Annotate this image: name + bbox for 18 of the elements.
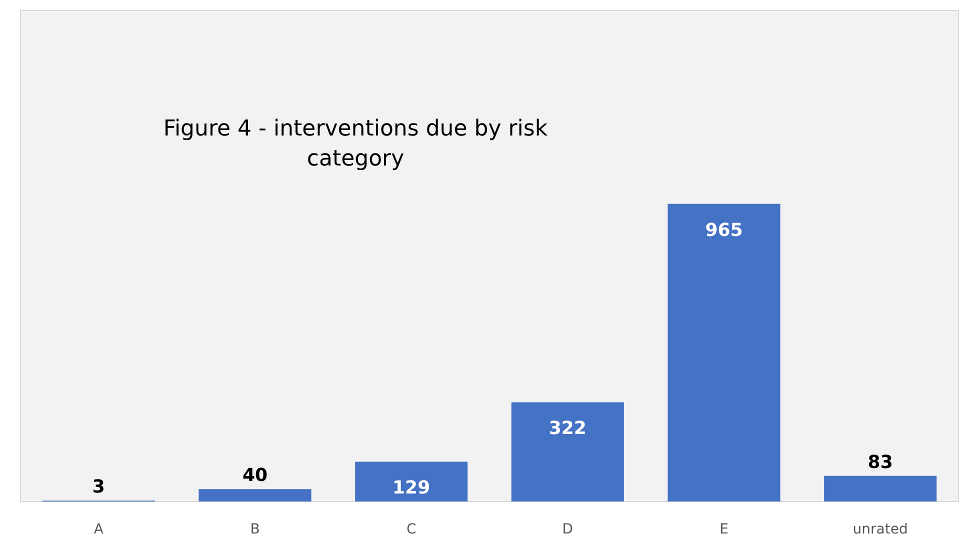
data-label: 322 [548,418,586,440]
data-label: 83 [868,452,893,473]
bar [824,476,937,502]
bar [668,204,780,502]
bar [511,402,624,502]
x-tick-label: C [406,522,416,538]
x-tick-label: D [562,522,574,538]
x-tick-label: A [94,522,104,538]
x-tick-label: B [250,522,260,538]
x-tick-label: E [720,522,728,538]
chart-title: Figure 4 - interventions due by risk category [163,116,548,172]
data-label: 965 [705,220,743,241]
bar [355,462,468,502]
data-label: 40 [242,465,268,486]
bar [198,489,312,502]
data-label: 129 [392,478,430,499]
data-label: 3 [92,476,105,498]
x-tick-label: unrated [852,522,908,538]
